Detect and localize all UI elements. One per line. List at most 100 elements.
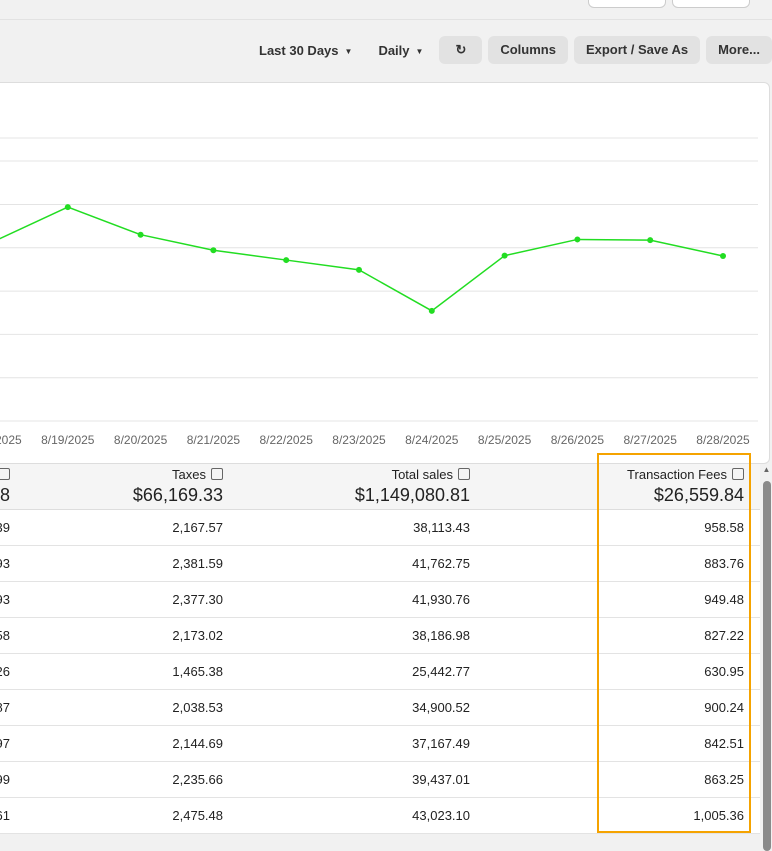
data-point (720, 252, 726, 259)
data-point (356, 266, 362, 273)
table-cell: 883.76 (704, 556, 744, 571)
columns-button[interactable]: Columns (488, 36, 568, 64)
data-point (137, 231, 144, 238)
scrollbar[interactable]: ▲ (761, 465, 772, 851)
caret-down-icon: ▼ (415, 46, 424, 56)
checkbox[interactable] (0, 468, 10, 480)
table-cell: 2,475.48 (172, 808, 223, 823)
column-header-0[interactable] (0, 467, 10, 482)
data-point (428, 307, 435, 314)
table-row[interactable]: 93 2,381.59 41,762.75 883.76 (0, 546, 760, 582)
table-cell: 2,377.30 (172, 592, 223, 607)
top-button-1[interactable] (588, 0, 666, 8)
table-row[interactable]: 97 2,144.69 37,167.49 842.51 (0, 726, 760, 762)
top-button-2[interactable] (672, 0, 750, 8)
x-tick-label: 8/23/2025 (332, 433, 386, 447)
data-table: 8 Taxes $66,169.33 Total sales $1,149,08… (0, 463, 760, 834)
table-cell: 1,465.38 (172, 664, 223, 679)
table-cell: 2,167.57 (172, 520, 223, 535)
column-total-total-sales: $1,149,080.81 (354, 485, 470, 505)
table-cell: 34,900.52 (412, 700, 470, 715)
table-cell: 2,381.59 (172, 556, 223, 571)
table-cell: 93 (0, 556, 10, 571)
x-tick-label: 8/25/2025 (478, 433, 532, 447)
column-header-taxes[interactable]: Taxes (172, 467, 223, 482)
table-cell: 61 (0, 808, 10, 823)
table-row[interactable]: 87 2,038.53 34,900.52 900.24 (0, 690, 760, 726)
table-cell: 2,173.02 (172, 628, 223, 643)
table-cell: 39 (0, 520, 10, 535)
x-tick-label: 8/21/2025 (187, 433, 241, 447)
x-tick-label: 8/22/2025 (260, 433, 314, 447)
table-cell: 1,005.36 (693, 808, 744, 823)
date-range-dropdown[interactable]: Last 30 Days ▼ (249, 43, 362, 58)
header-label: Total sales (391, 467, 453, 482)
line-chart: 2025 8/19/2025 8/20/2025 8/21/2025 8/22/2025… (0, 137, 758, 447)
export-button[interactable]: Export / Save As (573, 36, 701, 64)
table-row[interactable]: 93 2,377.30 41,930.76 949.48 (0, 582, 760, 618)
table-row[interactable]: 58 2,173.02 38,186.98 827.22 (0, 618, 760, 654)
toolbar: Last 30 Days ▼ Daily ▼ ↻ Columns Export / … (249, 36, 772, 64)
table-cell: 97 (0, 736, 10, 751)
table-cell: 93 (0, 592, 10, 607)
table-row[interactable]: 61 2,475.48 43,023.10 1,005.36 (0, 798, 760, 834)
x-tick-label: 8/28/2025 (696, 433, 750, 447)
table-cell: 41,930.76 (412, 592, 470, 607)
interval-label: Daily (378, 42, 410, 58)
table-cell: 99 (0, 772, 10, 787)
table-cell: 37,167.49 (412, 736, 470, 751)
interval-dropdown[interactable]: Daily ▼ (368, 43, 433, 58)
table-row[interactable]: 39 2,167.57 38,113.43 958.58 (0, 510, 760, 546)
table-cell: 863.25 (704, 772, 744, 787)
table-cell: 2,144.69 (172, 736, 223, 751)
column-total-0: 8 (0, 485, 10, 505)
table-cell: 949.48 (704, 592, 744, 607)
data-point (501, 252, 508, 259)
table-cell: 38,113.43 (413, 520, 470, 535)
column-header-transaction-fees[interactable]: Transaction Fees (627, 467, 744, 482)
divider (0, 19, 772, 20)
table-cell: 39,437.01 (412, 772, 470, 787)
header-label: Taxes (172, 467, 206, 482)
x-tick-label: 8/19/2025 (41, 433, 95, 447)
caret-down-icon: ▼ (344, 46, 353, 56)
table-row[interactable]: 26 1,465.38 25,442.77 630.95 (0, 654, 760, 690)
checkbox[interactable] (732, 468, 744, 480)
table-cell: 2,038.53 (172, 700, 223, 715)
x-tick-label: 8/20/2025 (114, 433, 168, 447)
table-row[interactable]: 99 2,235.66 39,437.01 863.25 (0, 762, 760, 798)
refresh-icon: ↻ (455, 42, 467, 57)
scrollbar-thumb[interactable] (763, 481, 771, 851)
data-point (64, 204, 71, 211)
x-tick-label: 2025 (0, 433, 22, 447)
checkbox[interactable] (211, 468, 223, 480)
table-header: 8 Taxes $66,169.33 Total sales $1,149,08… (0, 463, 760, 510)
chart-card (0, 82, 770, 464)
x-tick-label: 8/27/2025 (624, 433, 678, 447)
column-header-total-sales[interactable]: Total sales (392, 467, 470, 482)
table-cell: 26 (0, 664, 10, 679)
data-point (283, 257, 290, 264)
data-point (647, 237, 654, 244)
table-cell: 43,023.10 (412, 808, 470, 823)
column-total-taxes: $66,169.33 (132, 485, 223, 505)
table-cell: 900.24 (704, 700, 744, 715)
x-tick-label: 8/24/2025 (405, 433, 459, 447)
header-label: Transaction Fees (627, 467, 727, 482)
table-cell: 842.51 (704, 736, 744, 751)
x-tick-label: 8/26/2025 (551, 433, 605, 447)
date-range-label: Last 30 Days (259, 42, 339, 58)
more-button[interactable]: More... (706, 36, 772, 64)
table-cell: 630.95 (704, 664, 744, 679)
data-point (574, 236, 581, 243)
checkbox[interactable] (458, 468, 470, 480)
table-cell: 87 (0, 700, 10, 715)
data-point (210, 247, 217, 254)
table-cell: 41,762.75 (412, 556, 470, 571)
scroll-up-icon[interactable]: ▲ (762, 465, 771, 474)
table-cell: 58 (0, 628, 10, 643)
refresh-button[interactable]: ↻ (439, 36, 483, 64)
table-cell: 25,442.77 (412, 664, 470, 679)
table-cell: 38,186.98 (412, 628, 470, 643)
table-cell: 2,235.66 (172, 772, 223, 787)
